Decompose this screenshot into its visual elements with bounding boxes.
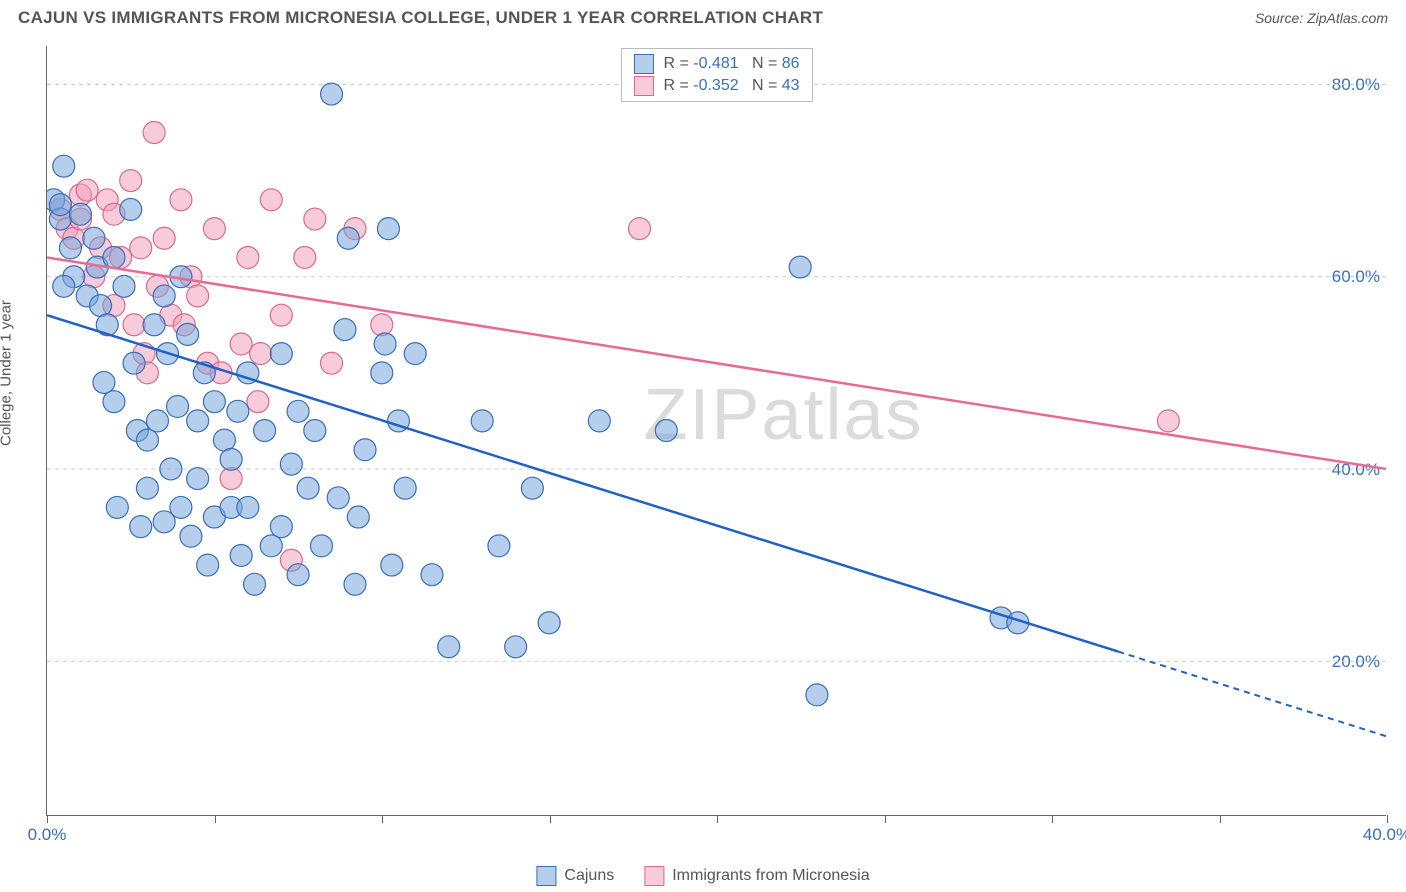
x-tick	[717, 815, 718, 823]
x-tick	[1052, 815, 1053, 823]
x-tick	[1387, 815, 1388, 823]
stat-pink-text: R = -0.352 N = 43	[663, 77, 799, 95]
legend-item-micronesia: Immigrants from Micronesia	[644, 866, 869, 886]
x-tick	[550, 815, 551, 823]
legend-label-micronesia: Immigrants from Micronesia	[672, 867, 869, 885]
chart-area: R = -0.481 N = 86 R = -0.352 N = 43 ZIPa…	[46, 46, 1386, 816]
stat-row-blue: R = -0.481 N = 86	[633, 53, 799, 75]
x-tick	[47, 815, 48, 823]
stat-legend: R = -0.481 N = 86 R = -0.352 N = 43	[620, 48, 812, 102]
page-title: CAJUN VS IMMIGRANTS FROM MICRONESIA COLL…	[18, 8, 823, 28]
swatch-blue-icon	[536, 866, 556, 886]
stat-row-pink: R = -0.352 N = 43	[633, 75, 799, 97]
y-axis-title: College, Under 1 year	[0, 300, 15, 446]
x-tick	[215, 815, 216, 823]
stat-blue-text: R = -0.481 N = 86	[663, 55, 799, 73]
swatch-pink-icon	[633, 76, 653, 96]
swatch-blue-icon	[633, 54, 653, 74]
legend-label-cajuns: Cajuns	[564, 867, 614, 885]
x-tick	[885, 815, 886, 823]
x-tick-label: 0.0%	[28, 825, 67, 845]
legend-item-cajuns: Cajuns	[536, 866, 614, 886]
plot-svg	[47, 46, 1386, 815]
swatch-pink-icon	[644, 866, 664, 886]
x-tick	[1220, 815, 1221, 823]
source-credit: Source: ZipAtlas.com	[1255, 10, 1388, 26]
x-tick	[382, 815, 383, 823]
x-tick-label: 40.0%	[1363, 825, 1406, 845]
bottom-legend: Cajuns Immigrants from Micronesia	[536, 866, 869, 886]
